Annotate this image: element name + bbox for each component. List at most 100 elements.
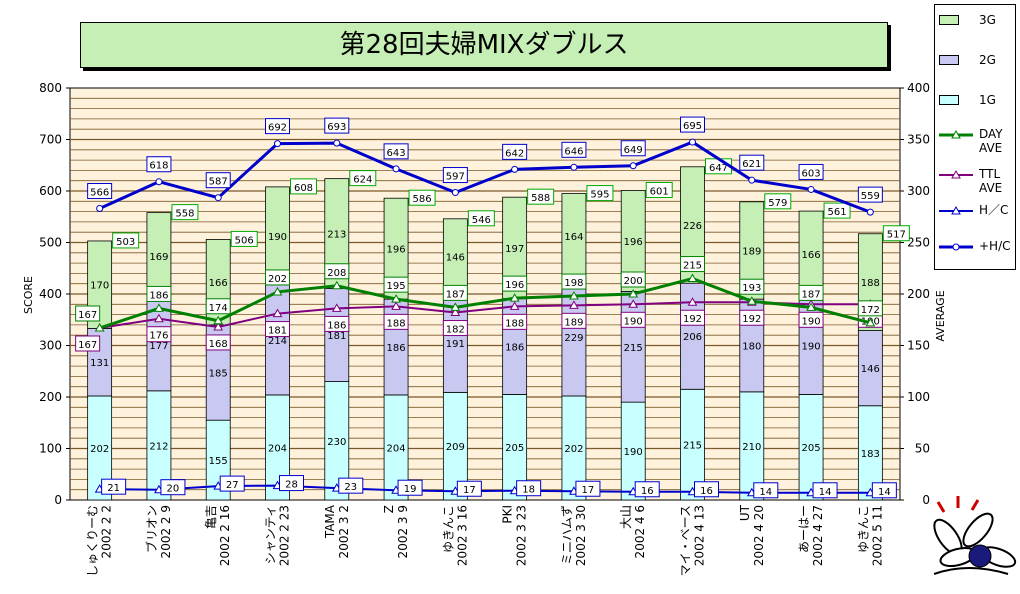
legend-label-ttl-ave: TTL AVE: [979, 167, 1003, 195]
y2-tick-label: 250: [907, 236, 930, 250]
x-category-label: UT 2002 4 20: [738, 504, 766, 566]
bar-value-label: 196: [624, 237, 643, 248]
day-ave-label: 208: [327, 268, 346, 279]
plus-hc-label-box: [442, 167, 468, 184]
day-ave-marker: [154, 303, 164, 312]
ttl-ave-label-box: [798, 311, 824, 328]
plus-hc-marker: [392, 165, 400, 173]
x-category-label: マイ・ベース 2002 4 13: [679, 505, 707, 576]
bar-value-label: 170: [90, 281, 109, 292]
ttl-ave-marker: [213, 321, 224, 331]
plus-hc-marker: [748, 176, 756, 184]
plus-hc-label-box: [561, 141, 587, 158]
y-tick-label: 800: [39, 81, 62, 95]
ttl-ave-label-box: [442, 320, 468, 337]
y-tick-label: 200: [39, 390, 62, 404]
bar-value-label: 215: [683, 441, 702, 452]
bar-value-label: 205: [802, 443, 821, 454]
bar-value-label: 196: [387, 245, 406, 256]
y-axis-label: SCORE: [22, 276, 35, 314]
plus-hc-label-box: [739, 154, 765, 171]
x-label-name: シャンティ: [264, 505, 278, 564]
legend-line-hc: [939, 205, 973, 215]
bar-value-label: 206: [683, 332, 702, 343]
x-label-date: 2002 4 13: [693, 505, 707, 566]
plus-hc-marker: [274, 140, 281, 148]
plus-hc-marker: [333, 139, 341, 147]
bar-value-label: 188: [861, 278, 880, 289]
day-ave-label: 198: [564, 278, 583, 289]
x-label-name: あーはー: [797, 505, 811, 553]
handicap-label-box: [160, 479, 186, 496]
plus-hc-label: 643: [387, 148, 406, 159]
chart-title: 第28回夫婦MIXダブルス: [80, 22, 888, 68]
ttl-ave-marker: [154, 313, 164, 323]
ttl-ave-label-box: [620, 311, 646, 328]
x-category-label: Z 2002 3 9: [382, 505, 410, 558]
day-ave-label: 167: [78, 310, 97, 321]
total-label-box: [290, 178, 317, 195]
x-category-label: 亀吉 2002 2 16: [204, 505, 232, 566]
bar-value-label: 205: [505, 443, 524, 454]
day-ave-marker: [391, 294, 401, 303]
total-label: 506: [235, 235, 254, 246]
total-label: 601: [650, 186, 669, 197]
handicap-label: 20: [167, 484, 180, 495]
day-ave-label-box: [324, 263, 350, 280]
x-category-label: シャンティ 2002 2 23: [264, 505, 292, 566]
day-ave-label-box: [205, 298, 231, 315]
day-ave-label-box: [739, 278, 765, 295]
total-label-box: [586, 185, 614, 202]
bar-value-label: 191: [446, 339, 465, 350]
ttl-ave-label-box: [146, 326, 172, 343]
total-label-box: [230, 230, 258, 247]
day-ave-label-box: [502, 275, 528, 292]
plus-hc-label-box: [146, 156, 172, 173]
total-label: 558: [175, 209, 194, 220]
bar-2g: [265, 284, 290, 396]
bar-value-label: 181: [327, 331, 346, 342]
day-ave-label: 200: [624, 276, 643, 287]
day-ave-label: 172: [861, 305, 880, 316]
y-tick-label: 0: [54, 493, 62, 507]
x-label-name: UT: [738, 504, 752, 521]
plus-hc-label: 646: [564, 146, 583, 157]
plus-hc-label-box: [87, 183, 113, 200]
ttl-ave-marker: [509, 301, 520, 310]
plus-hc-label: 603: [802, 168, 821, 179]
day-ave-label: 174: [209, 303, 228, 314]
bar-value-label: 204: [268, 443, 287, 454]
y-tick-label: 500: [39, 236, 62, 250]
ttl-ave-label: 176: [149, 331, 168, 342]
total-label-box: [349, 170, 377, 187]
day-ave-label-box: [857, 300, 883, 317]
legend-label-day-ave: DAY AVE: [979, 127, 1003, 155]
x-label-date: 2002 2 16: [218, 505, 232, 566]
ttl-ave-label: 168: [209, 339, 228, 350]
ttl-ave-marker: [331, 303, 342, 312]
bar-value-label: 204: [387, 443, 406, 454]
legend-swatch-2g: [939, 55, 959, 65]
bar-value-label: 155: [209, 456, 228, 467]
ttl-ave-label: 192: [742, 314, 761, 325]
series-line-plus-hc: [99, 140, 871, 214]
x-label-name: 大山: [619, 505, 633, 529]
x-category-label: ゆきんこ 2002 3 16: [441, 505, 469, 566]
day-ave-label: 193: [742, 283, 761, 294]
legend-line-day: [939, 129, 973, 139]
bar-value-label: 230: [327, 437, 346, 448]
bar-value-label: 226: [683, 221, 702, 232]
plus-hc-label: 695: [683, 121, 702, 132]
day-ave-marker: [450, 302, 461, 311]
day-ave-marker: [865, 317, 876, 327]
plus-hc-label: 642: [505, 148, 524, 159]
bar-value-label: 212: [149, 441, 168, 452]
handicap-label-box: [812, 482, 838, 499]
plus-hc-label-box: [502, 143, 528, 160]
handicap-label: 16: [700, 486, 713, 497]
plus-hc-marker: [155, 178, 163, 186]
day-ave-marker: [746, 296, 757, 305]
day-ave-label-box: [620, 271, 646, 288]
x-category-label: PKI 2002 3 23: [501, 505, 529, 566]
total-label-box: [408, 189, 436, 206]
